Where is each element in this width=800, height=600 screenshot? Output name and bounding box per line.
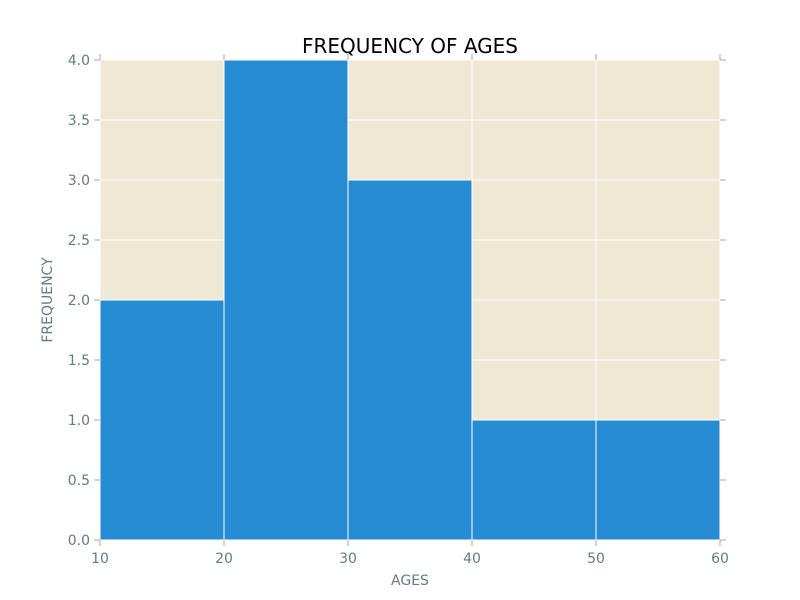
x-tick-label: 40 <box>463 551 481 567</box>
y-axis-label: FREQUENCY <box>40 257 56 343</box>
y-tick-label: 2.5 <box>68 233 90 249</box>
y-tick-label: 1.0 <box>68 413 90 429</box>
x-tick-label: 20 <box>215 551 233 567</box>
bars <box>99 59 721 541</box>
x-tick-label: 30 <box>339 551 357 567</box>
x-tick-label: 10 <box>91 551 109 567</box>
y-tick-label: 0.0 <box>68 533 90 549</box>
chart-title: FREQUENCY OF AGES <box>302 34 518 58</box>
x-tick-label: 50 <box>587 551 605 567</box>
y-tick-label: 2.0 <box>68 293 90 309</box>
histogram-bar <box>595 419 721 541</box>
y-tick-label: 0.5 <box>68 473 90 489</box>
histogram-bar <box>99 299 225 541</box>
histogram-bar <box>347 179 473 541</box>
y-tick-label: 4.0 <box>68 53 90 69</box>
tick-labels: 10 20 30 40 50 60 0.0 0.5 1.0 1.5 2.0 2.5 3.0 3.5 4.0 <box>68 53 729 567</box>
x-axis-label: AGES <box>391 573 429 589</box>
y-tick-label: 3.0 <box>68 173 90 189</box>
y-tick-label: 1.5 <box>68 353 90 369</box>
y-tick-label: 3.5 <box>68 113 90 129</box>
histogram-bar <box>471 419 597 541</box>
histogram-bar <box>223 59 349 541</box>
axis-ticks <box>94 54 726 546</box>
x-tick-label: 60 <box>711 551 729 567</box>
